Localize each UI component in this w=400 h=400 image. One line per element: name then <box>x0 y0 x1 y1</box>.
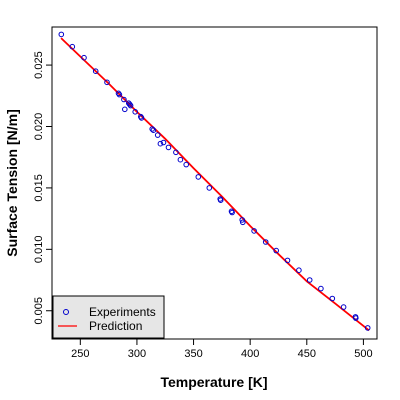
legend-box <box>52 295 165 339</box>
y-axis-title: Surface Tension [N/m] <box>4 109 20 257</box>
experiment-point-15 <box>149 126 155 132</box>
experiment-point-16 <box>150 127 157 133</box>
experiment-point-2 <box>81 54 87 61</box>
legend: Experiments Prediction <box>52 295 165 339</box>
experiment-point-35 <box>284 257 291 264</box>
experiment-point-42 <box>353 315 359 321</box>
y-tick-label-0.005: 0.005 <box>33 297 45 325</box>
experiment-point-20 <box>165 144 172 151</box>
experiment-point-33 <box>262 239 269 245</box>
experiment-point-37 <box>306 277 313 283</box>
y-axis: 0.005 0.010 0.015 0.020 0.025 <box>33 51 52 325</box>
plot-series <box>58 31 371 332</box>
y-tick-label-0.025: 0.025 <box>33 51 45 79</box>
experiment-point-31 <box>239 217 245 223</box>
experiment-point-17 <box>154 132 161 138</box>
experiment-point-30 <box>240 219 246 226</box>
legend-marker-experiments <box>63 309 69 315</box>
x-tick-label-400: 400 <box>241 348 259 360</box>
experiment-point-1 <box>69 43 76 50</box>
experiment-point-22 <box>177 156 184 163</box>
experiment-point-3 <box>92 68 99 74</box>
plot-frame <box>51 26 378 340</box>
experiment-point-18 <box>157 140 164 147</box>
x-tick-label-300: 300 <box>128 348 146 360</box>
experiment-point-34 <box>273 247 280 254</box>
experiment-point-40 <box>340 304 347 310</box>
legend-label-prediction: Prediction <box>89 319 142 333</box>
y-tick-label-0.015: 0.015 <box>33 174 45 202</box>
x-axis-title: Temperature [K] <box>160 374 267 390</box>
experiment-point-24 <box>195 174 202 180</box>
experiment-point-36 <box>296 267 302 274</box>
x-tick-label-500: 500 <box>354 348 372 360</box>
experiment-point-14 <box>138 115 145 121</box>
experiment-point-10 <box>126 101 133 108</box>
experiment-point-32 <box>251 228 257 234</box>
y-tick-label-0.020: 0.020 <box>33 113 45 141</box>
experiment-point-23 <box>183 161 189 168</box>
experiment-point-43 <box>364 325 371 331</box>
x-tick-label-250: 250 <box>71 348 89 360</box>
x-axis: 250 300 350 400 450 500 <box>71 339 373 360</box>
x-tick-label-350: 350 <box>184 348 202 360</box>
experiment-point-25 <box>206 185 213 191</box>
experiment-point-7 <box>121 96 127 103</box>
experiment-point-38 <box>318 285 324 292</box>
x-tick-label-450: 450 <box>298 348 316 360</box>
experiment-point-19 <box>160 139 167 146</box>
experiment-point-11 <box>127 102 134 109</box>
experiment-point-6 <box>116 91 123 98</box>
experiment-point-8 <box>122 106 128 113</box>
experiment-point-21 <box>173 149 179 156</box>
experiment-point-29 <box>229 209 235 216</box>
experiment-point-39 <box>329 295 336 302</box>
experiment-point-27 <box>217 197 224 203</box>
legend-label-experiments: Experiments <box>89 305 156 319</box>
y-tick-label-0.010: 0.010 <box>33 236 45 264</box>
experiment-point-12 <box>132 109 138 115</box>
experiment-point-0 <box>58 31 65 38</box>
experiment-point-4 <box>104 79 110 86</box>
